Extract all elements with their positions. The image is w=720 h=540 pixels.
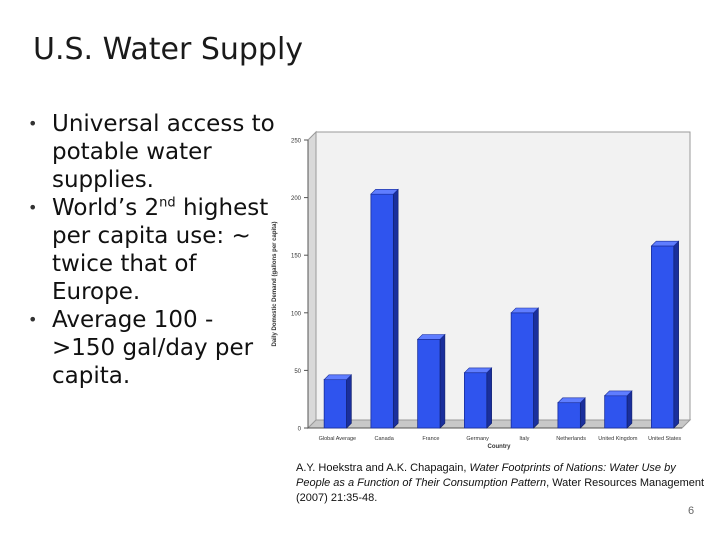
bar-top	[370, 189, 399, 195]
x-tick-label: Germany	[466, 436, 489, 442]
bullet-text-rank-pre: World’s 2	[52, 195, 160, 221]
chart-side-wall	[307, 130, 317, 430]
bar-global-average	[323, 379, 347, 429]
citation-title: Water Footprints of Nations: Water Use b…	[296, 462, 676, 489]
bar-united-kingdom	[604, 395, 628, 429]
bar-side	[439, 333, 446, 429]
bar-side	[673, 240, 679, 429]
bar-side	[533, 307, 539, 429]
bar-side	[393, 188, 399, 429]
bullet-text-average: Average 100 - >150 gal/day per capita.	[52, 307, 254, 389]
y-tick-label: 200	[291, 196, 302, 202]
bar-top	[416, 334, 446, 340]
y-tick-label: 50	[294, 369, 301, 375]
bullet-marker: •	[28, 114, 38, 133]
bar-united-states	[651, 245, 675, 429]
bar-top	[650, 240, 680, 247]
bar-italy	[510, 312, 534, 429]
x-axis-label: Country	[488, 444, 512, 450]
citation: A.Y. Hoekstra and A.K. Chapagain, Water …	[296, 461, 706, 506]
x-tick-label: Global Average	[319, 436, 357, 442]
bullet-item-average: • Average 100 - >150 gal/day per capita.	[28, 306, 278, 390]
page-number: 6	[688, 505, 695, 517]
x-tick-label: Netherlands	[556, 436, 586, 442]
y-tick-label: 100	[291, 311, 302, 317]
x-tick-label: France	[422, 436, 439, 442]
bar-canada	[370, 193, 394, 429]
y-tick-label: 0	[298, 427, 302, 433]
bullet-text-rank-post: highest per capita use: ~ twice that of …	[52, 195, 269, 305]
bullet-marker: •	[28, 198, 38, 217]
y-tick-label: 250	[291, 139, 302, 145]
citation-authors: A.Y. Hoekstra and A.K. Chapagain,	[296, 462, 470, 474]
y-tick-label: 150	[291, 254, 302, 260]
bar-side	[626, 390, 633, 429]
bar-top	[557, 397, 586, 403]
bar-side	[580, 397, 586, 429]
bar-netherlands	[557, 402, 581, 429]
x-tick-label: United States	[648, 436, 681, 442]
bullet-item-access: • Universal access to potable water supp…	[28, 110, 278, 194]
bullet-text-access: Universal access to potable water suppli…	[52, 111, 275, 193]
water-demand-chart: 0 50 100 150 200 250 Daily Domestic Demand (ga…	[272, 130, 692, 450]
bullet-item-rank: • World’s 2nd highest per capita use: ~ …	[28, 194, 278, 306]
bar-side	[486, 367, 492, 429]
chart-floor	[306, 419, 692, 429]
x-tick-label: United Kingdom	[598, 436, 638, 442]
bullet-text-rank-sup: nd	[159, 195, 176, 211]
x-tick-label: Canada	[374, 436, 394, 442]
bullet-marker: •	[28, 310, 38, 329]
bar-germany	[464, 372, 488, 429]
bar-side	[346, 374, 352, 429]
bullet-list: • Universal access to potable water supp…	[28, 110, 278, 390]
citation-journal: , Water Resources Management (2007) 21:3…	[296, 477, 705, 504]
y-axis-label: Daily Domestic Demand (gallons per capit…	[272, 221, 278, 346]
bar-france	[417, 338, 441, 429]
slide-title: U.S. Water Supply	[33, 32, 304, 67]
bar-top	[323, 374, 353, 380]
bar-top	[603, 390, 633, 397]
bar-top	[463, 367, 493, 374]
x-tick-label: Italy	[519, 436, 529, 442]
bar-top	[510, 307, 540, 314]
